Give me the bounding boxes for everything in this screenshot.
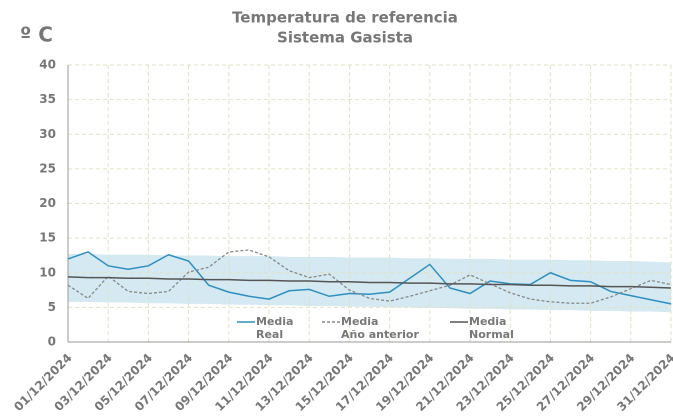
y-tick-label: 30 — [39, 127, 56, 141]
y-tick-label: 5 — [48, 300, 56, 314]
y-tick-label: 35 — [39, 92, 56, 106]
series-line — [67, 251, 672, 305]
legend-label: Media Real — [256, 315, 297, 341]
y-tick-label: 25 — [39, 161, 56, 175]
y-tick-label: 40 — [39, 58, 56, 72]
y-tick-label: 20 — [39, 196, 56, 210]
y-axis-label: º C — [20, 23, 53, 47]
y-tick-label: 10 — [39, 265, 56, 279]
legend-label: Media Año anterior — [341, 315, 419, 341]
series-line — [67, 276, 672, 289]
y-tick-label: 0 — [48, 335, 56, 349]
legend-label: Media Normal — [469, 315, 514, 341]
chart-subtitle: Sistema Gasista — [277, 29, 413, 47]
chart-title: Temperatura de referencia — [232, 9, 458, 27]
y-tick-label: 15 — [39, 231, 56, 245]
